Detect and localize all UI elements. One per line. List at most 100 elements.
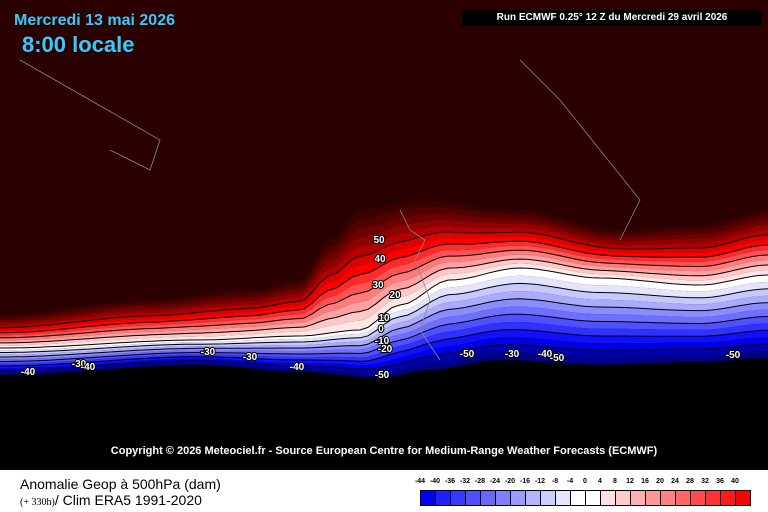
legend-swatch	[586, 491, 601, 505]
contour-label: -40	[81, 362, 96, 373]
legend-swatch	[421, 491, 436, 505]
legend-swatch	[601, 491, 616, 505]
legend-tick: -12	[534, 478, 546, 485]
contour-label: -40	[290, 362, 305, 373]
coastline	[19, 59, 161, 171]
map-subtitle: (+ 330h)/ Clim ERA5 1991-2020	[20, 492, 202, 508]
legend-swatch	[736, 491, 750, 505]
contour-line	[0, 249, 768, 339]
legend-swatch	[496, 491, 511, 505]
legend-swatch	[646, 491, 661, 505]
contour-line	[0, 298, 768, 358]
forecast-date: Mercredi 13 mai 2026	[14, 12, 175, 29]
contour-line	[0, 258, 768, 344]
contour-label: -40	[21, 367, 36, 378]
legend-tick: -20	[504, 478, 516, 485]
legend-swatch	[526, 491, 541, 505]
run-info: Run ECMWF 0.25° 12 Z du Mercredi 29 avri…	[462, 10, 762, 26]
legend-tick: -36	[444, 478, 456, 485]
legend-tick: 12	[626, 478, 634, 485]
legend-tick: -40	[429, 478, 441, 485]
anomaly-band	[0, 337, 768, 371]
legend-tick: -4	[566, 478, 574, 485]
contour-line	[0, 267, 768, 349]
contour-line	[0, 329, 768, 367]
legend-swatch	[571, 491, 586, 505]
contour-line	[0, 282, 768, 353]
coastline	[399, 209, 441, 361]
contour-label: -30	[243, 352, 258, 363]
legend-tick: -24	[489, 478, 501, 485]
legend-swatch	[556, 491, 571, 505]
anomaly-band	[0, 236, 768, 333]
legend-tick: 4	[598, 478, 602, 485]
legend-swatch	[451, 491, 466, 505]
contour-label: 40	[374, 254, 386, 265]
legend-swatch	[676, 491, 691, 505]
contour-label: 20	[389, 290, 401, 301]
contour-label: -50	[460, 349, 475, 360]
color-legend	[420, 490, 751, 506]
forecast-time: 8:00 locale	[22, 32, 135, 57]
legend-tick: 32	[701, 478, 709, 485]
legend-swatch	[661, 491, 676, 505]
contour-label: 10	[378, 313, 390, 324]
masked-area	[0, 358, 768, 470]
contour-label: -30	[72, 359, 87, 370]
legend-tick: -44	[414, 478, 426, 485]
contour-line	[0, 343, 768, 371]
legend-tick: 8	[613, 478, 617, 485]
anomaly-band	[0, 329, 768, 369]
contour-label: -50	[375, 370, 390, 381]
contour-label: -30	[505, 349, 520, 360]
map-title: Anomalie Geop à 500hPa (dam)	[20, 476, 221, 492]
contour-line	[0, 313, 768, 362]
legend-swatch	[616, 491, 631, 505]
legend-tick: -32	[459, 478, 471, 485]
anomaly-band	[0, 314, 768, 364]
legend-swatch	[631, 491, 646, 505]
legend-swatch	[466, 491, 481, 505]
contour-label: -50	[726, 350, 741, 361]
contour-label: -10	[375, 336, 390, 347]
anomaly-map: 50 40 30 20 10 0 -10 -20 -30 -30 -30 -40 -40 -40 -50 -5…	[0, 0, 768, 470]
anomaly-band	[0, 344, 768, 374]
anomaly-band	[0, 263, 768, 348]
anomaly-band	[0, 322, 768, 366]
contour-label: 0	[378, 324, 384, 335]
contour-label: 50	[373, 235, 385, 246]
climatology: / Clim ERA5 1991-2020	[54, 492, 202, 508]
legend-tick: 16	[641, 478, 649, 485]
legend-swatch	[721, 491, 736, 505]
anomaly-band	[0, 351, 768, 378]
anomaly-band	[0, 226, 768, 328]
legend-tick: 40	[731, 478, 739, 485]
legend-tick: 24	[671, 478, 679, 485]
coastline	[519, 59, 641, 241]
legend-swatch	[436, 491, 451, 505]
legend-swatch	[691, 491, 706, 505]
contour-line	[0, 231, 768, 329]
contour-label: 30	[372, 280, 384, 291]
contour-label: -50	[550, 353, 565, 364]
contour-line	[0, 240, 768, 334]
legend-swatch	[541, 491, 556, 505]
legend-tick: 28	[686, 478, 694, 485]
legend-swatch	[511, 491, 526, 505]
legend-ticks: -44 -40 -36 -32 -28 -24 -20 -16 -12 -8 -4 0 4 8 12 16 20…	[414, 478, 754, 488]
legend-swatch	[706, 491, 721, 505]
legend-swatch	[481, 491, 496, 505]
legend-tick: -28	[474, 478, 486, 485]
contour-label: -40	[538, 349, 553, 360]
legend-tick: 20	[656, 478, 664, 485]
footer: Anomalie Geop à 500hPa (dam) (+ 330h)/ C…	[0, 470, 768, 512]
legend-tick: -16	[519, 478, 531, 485]
contour-label: -30	[201, 347, 216, 358]
anomaly-band	[0, 232, 768, 331]
legend-tick: 0	[583, 478, 587, 485]
copyright: Copyright © 2026 Meteociel.fr - Source E…	[110, 445, 658, 457]
lead-time: (+ 330h)	[20, 497, 55, 508]
anomaly-band	[0, 259, 768, 346]
legend-tick: 36	[716, 478, 724, 485]
